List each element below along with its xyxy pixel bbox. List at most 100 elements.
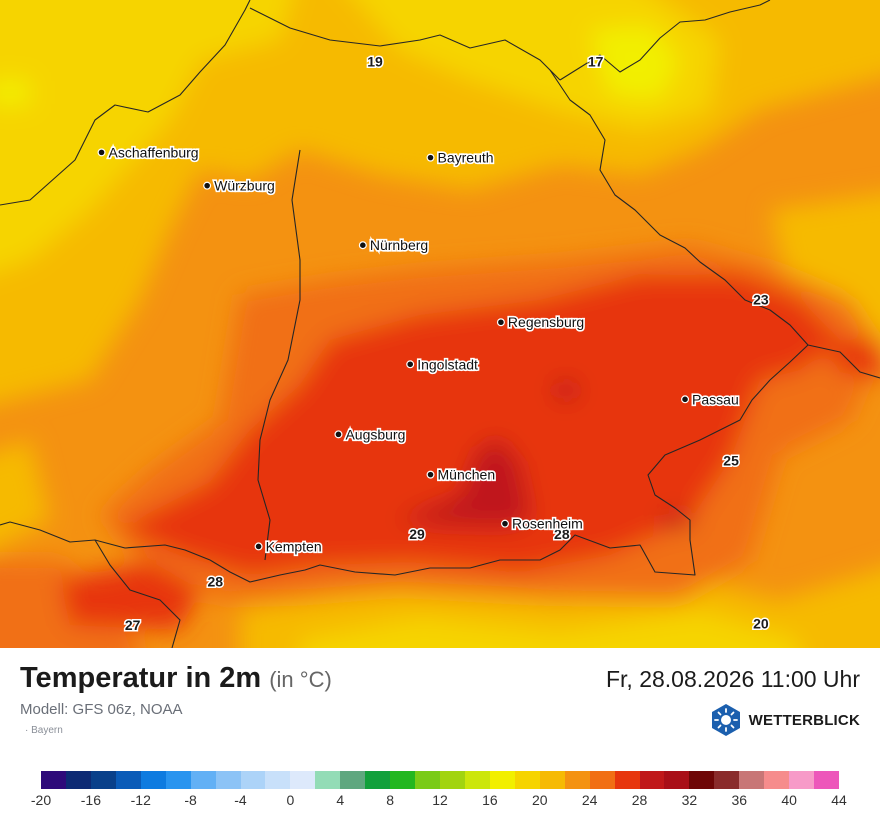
legend-swatch [714,771,740,789]
legend-swatch [589,771,615,789]
city-label: Passau [692,391,739,407]
city-label: Nürnberg [370,237,428,253]
legend-swatch [639,771,665,789]
region-label: · Bayern [25,725,63,736]
city-dot [681,395,690,404]
legend-swatch [464,771,490,789]
legend-tick-label: 0 [286,792,295,808]
city-dot [426,470,435,479]
legend-swatch [140,771,166,789]
legend-swatch [265,771,291,789]
legend-tick-label: 28 [631,792,648,808]
temperature-label: 17 [588,53,604,69]
city-marker[interactable]: Passau [681,390,740,409]
temperature-map: 19 17 23 25 29 28 28 27 20 Aschaffenburg Würzburg… [0,0,880,648]
legend-tick-label: -20 [30,792,52,808]
legend-tick-label: 44 [831,792,847,808]
sun-icon [711,704,740,736]
legend-swatch [65,771,91,789]
legend-tick-label: -16 [80,792,101,808]
city-marker[interactable]: Ingolstadt [406,355,480,374]
border-bavaria-north [0,0,251,206]
city-marker[interactable]: Augsburg [334,425,407,444]
legend-swatch [340,771,366,789]
legend-swatch [415,771,440,789]
footer: Temperatur in 2m (in °C) Fr, 28.08.2026 1… [0,648,880,830]
legend-swatch [315,771,341,789]
temperature-labels: 19 17 23 25 29 28 28 27 20 [123,52,770,635]
city-label: Regensburg [508,314,584,330]
model-info: Modell: GFS 06z, NOAA [20,701,183,718]
city-label: Augsburg [345,426,405,442]
city-marker[interactable]: Bayreuth [426,148,495,167]
legend-tick-label: 12 [432,792,448,808]
city-marker[interactable]: Rosenheim [500,514,584,533]
legend-swatch [614,771,640,789]
brand-name: WETTERBLICK [748,711,860,729]
legend-swatch [539,771,565,789]
color-scale-legend [41,771,839,789]
legend-swatch [90,771,116,789]
legend-tick-label: 36 [731,792,748,808]
legend-swatch [215,771,241,789]
forecast-datetime: Fr, 28.08.2026 11:00 Uhr [605,666,860,692]
temperature-label: 27 [125,617,141,633]
temperature-contours [0,0,880,648]
legend-swatch [689,771,715,789]
city-label: Würzburg [214,178,275,194]
legend-swatch [764,771,790,789]
city-marker[interactable]: Nürnberg [358,236,430,255]
legend-swatch [41,771,66,789]
legend-tick-label: -12 [130,792,151,808]
border-thuringia [249,7,561,81]
legend-tick-label: 40 [781,792,797,808]
legend-swatch [390,771,416,789]
city-label: München [438,467,496,483]
legend-swatch [789,771,815,789]
city-label: Aschaffenburg [109,144,199,160]
city-dot [426,153,435,162]
legend-swatch [440,771,465,789]
color-scale-ticks: -20 -16 -12 -8 -4 0 4 8 12 16 20 24 28 32 36 40 44 [0,792,880,812]
city-marker[interactable]: Regensburg [496,313,586,332]
city-dot [358,241,367,250]
legend-swatch [115,771,141,789]
legend-tick-label: -4 [234,792,247,808]
legend-tick-label: 20 [531,792,548,808]
temperature-label: 28 [554,526,570,542]
city-marker[interactable]: Aschaffenburg [97,143,200,162]
temperature-label: 23 [753,291,769,307]
border-bw-west [257,149,301,561]
city-marker[interactable]: München [426,465,497,484]
legend-tick-label: 24 [581,792,598,808]
legend-swatch [514,771,540,789]
legend-swatch [365,771,391,789]
city-label: Rosenheim [512,516,583,532]
brand-logo[interactable]: WETTERBLICK [709,703,860,737]
legend-tick-label: 4 [336,792,345,808]
city-label: Bayreuth [438,150,494,166]
borders [0,0,880,648]
temperature-label: 29 [409,526,425,542]
legend-swatch [814,771,839,789]
temperature-label: 20 [753,615,769,631]
city-label: Ingolstadt [417,356,478,372]
legend-tick-label: 16 [482,792,498,808]
legend-tick-label: -8 [184,792,197,808]
legend-tick-label: 32 [681,792,698,808]
temperature-label: 25 [723,453,739,469]
legend-swatch [290,771,316,789]
legend-swatch [190,771,216,789]
city-dot [334,430,343,439]
legend-swatch [240,771,266,789]
legend-swatch [489,771,515,789]
city-marker[interactable]: Würzburg [203,176,276,195]
border-czech [549,69,880,379]
legend-swatch [664,771,690,789]
border-switzerland [94,539,181,648]
city-dot [97,148,106,157]
city-dot [203,181,212,190]
city-marker[interactable]: Kempten [254,537,323,556]
city-dot [254,542,263,551]
city-dot [406,360,415,369]
